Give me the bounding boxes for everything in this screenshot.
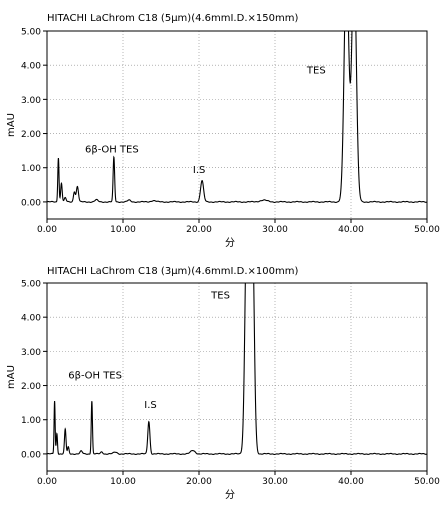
x-tick-label: 50.00 (414, 477, 440, 487)
x-axis-label: 分 (225, 489, 235, 501)
x-tick-label: 40.00 (338, 477, 364, 487)
y-axis-label: mAU (6, 113, 17, 137)
grid-lines (47, 283, 427, 471)
x-tick-label: 30.00 (262, 477, 288, 487)
x-axis-label: 分 (225, 237, 235, 249)
y-tick-label: 0.00 (21, 450, 41, 460)
plot-frame (46, 30, 428, 220)
y-tick-label: 2.00 (21, 130, 41, 140)
chromatogram-trace (47, 283, 427, 456)
peak-annotation: TES (306, 66, 326, 77)
y-tick-label: 1.00 (21, 164, 41, 174)
x-tick-label: 10.00 (110, 225, 136, 235)
x-tick-label: 30.00 (262, 225, 288, 235)
peak-annotation: I.S (144, 400, 156, 411)
plot-frame (46, 282, 428, 472)
y-tick-label: 4.00 (21, 314, 41, 324)
x-tick-label: 20.00 (186, 477, 212, 487)
grid-lines (47, 31, 427, 219)
y-tick-label: 1.00 (21, 416, 41, 426)
y-axis-label: mAU (6, 365, 17, 389)
y-tick-label: 5.00 (21, 280, 41, 290)
y-tick-label: 4.00 (21, 62, 41, 72)
x-tick-label: 50.00 (414, 225, 440, 235)
x-tick-label: 20.00 (186, 225, 212, 235)
peak-annotation: 6β-OH TES (68, 371, 122, 382)
peak-annotation: TES (210, 290, 230, 301)
x-tick-label: 0.00 (37, 225, 57, 235)
chart-panel-2: HITACHI LaChrom C18 (3μm)(4.6mmI.D.×100m… (6, 266, 440, 501)
y-tick-label: 0.00 (21, 198, 41, 208)
chart-panel-1: HITACHI LaChrom C18 (5μm)(4.6mmI.D.×150m… (6, 13, 440, 249)
y-tick-label: 5.00 (21, 28, 41, 38)
x-tick-label: 40.00 (338, 225, 364, 235)
peak-annotation: 6β-OH TES (85, 144, 139, 155)
y-tick-label: 3.00 (21, 96, 41, 106)
y-tick-label: 3.00 (21, 348, 41, 358)
chart-title: HITACHI LaChrom C18 (5μm)(4.6mmI.D.×150m… (47, 13, 298, 24)
x-tick-label: 10.00 (110, 477, 136, 487)
x-tick-label: 0.00 (37, 477, 57, 487)
y-tick-label: 2.00 (21, 382, 41, 392)
chart-title: HITACHI LaChrom C18 (3μm)(4.6mmI.D.×100m… (47, 266, 298, 277)
chromatogram-trace (47, 31, 427, 203)
peak-annotation: I.S (193, 165, 205, 176)
